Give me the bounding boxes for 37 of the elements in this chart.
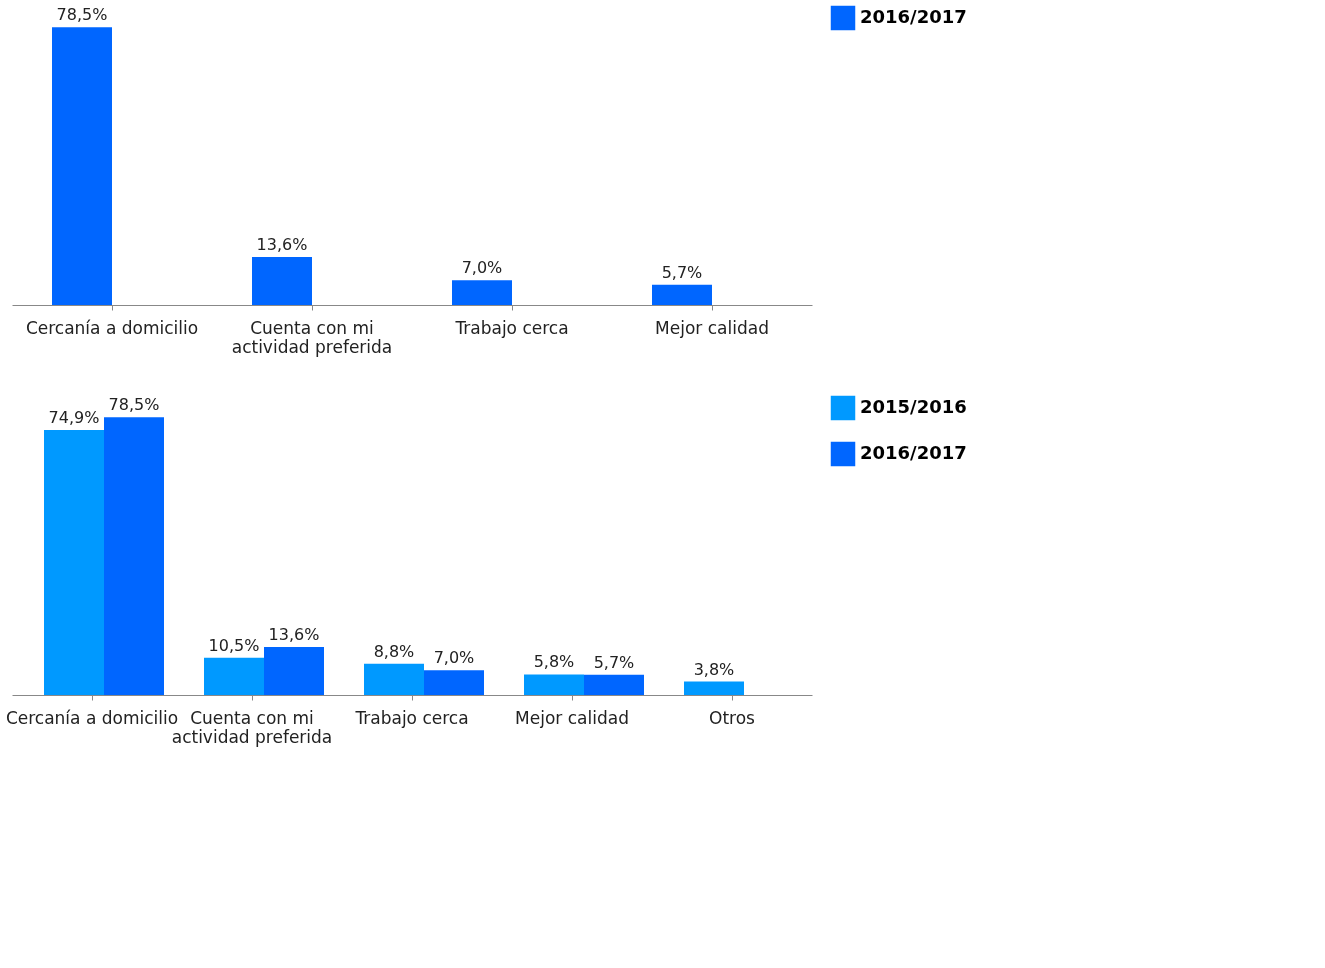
bar bbox=[584, 674, 644, 695]
data-label: 5,8% bbox=[533, 652, 575, 672]
x-tick-label: Cuenta con mi actividad preferida bbox=[231, 317, 393, 357]
x-tick-label: Otros bbox=[709, 707, 756, 728]
bar bbox=[364, 663, 424, 695]
x-tick-label: Trabajo cerca bbox=[354, 707, 469, 728]
bar bbox=[252, 256, 312, 305]
legend-label: 2016/2017 bbox=[860, 442, 967, 463]
data-label: 78,5% bbox=[108, 395, 160, 415]
bar bbox=[524, 674, 584, 695]
data-label: 74,9% bbox=[48, 407, 100, 427]
legend-label: 2015/2016 bbox=[860, 396, 967, 417]
data-label: 7,0% bbox=[461, 258, 503, 278]
bar bbox=[684, 681, 744, 695]
bar bbox=[424, 670, 484, 695]
x-tick-label: Trabajo cerca bbox=[454, 317, 569, 338]
data-label: 78,5% bbox=[56, 5, 108, 25]
bar bbox=[452, 280, 512, 305]
bar bbox=[52, 27, 112, 305]
data-label: 7,0% bbox=[433, 648, 475, 668]
bar bbox=[264, 646, 324, 695]
legend-label: 2016/2017 bbox=[860, 6, 967, 27]
data-label: 3,8% bbox=[693, 659, 735, 679]
data-label: 5,7% bbox=[593, 652, 635, 672]
data-label: 13,6% bbox=[268, 624, 320, 644]
data-label: 8,8% bbox=[373, 641, 415, 661]
bar bbox=[104, 417, 164, 695]
x-tick-label: Mejor calidad bbox=[515, 707, 629, 728]
bar bbox=[204, 657, 264, 695]
bar bbox=[44, 429, 104, 695]
data-label: 13,6% bbox=[256, 234, 308, 254]
x-tick-label: Mejor calidad bbox=[655, 317, 769, 338]
bar bbox=[652, 284, 712, 305]
data-label: 10,5% bbox=[208, 635, 260, 655]
x-tick-label: Cercanía a domicilio bbox=[25, 317, 199, 338]
data-label: 5,7% bbox=[661, 262, 703, 282]
x-tick-label: Cercanía a domicilio bbox=[5, 707, 179, 728]
